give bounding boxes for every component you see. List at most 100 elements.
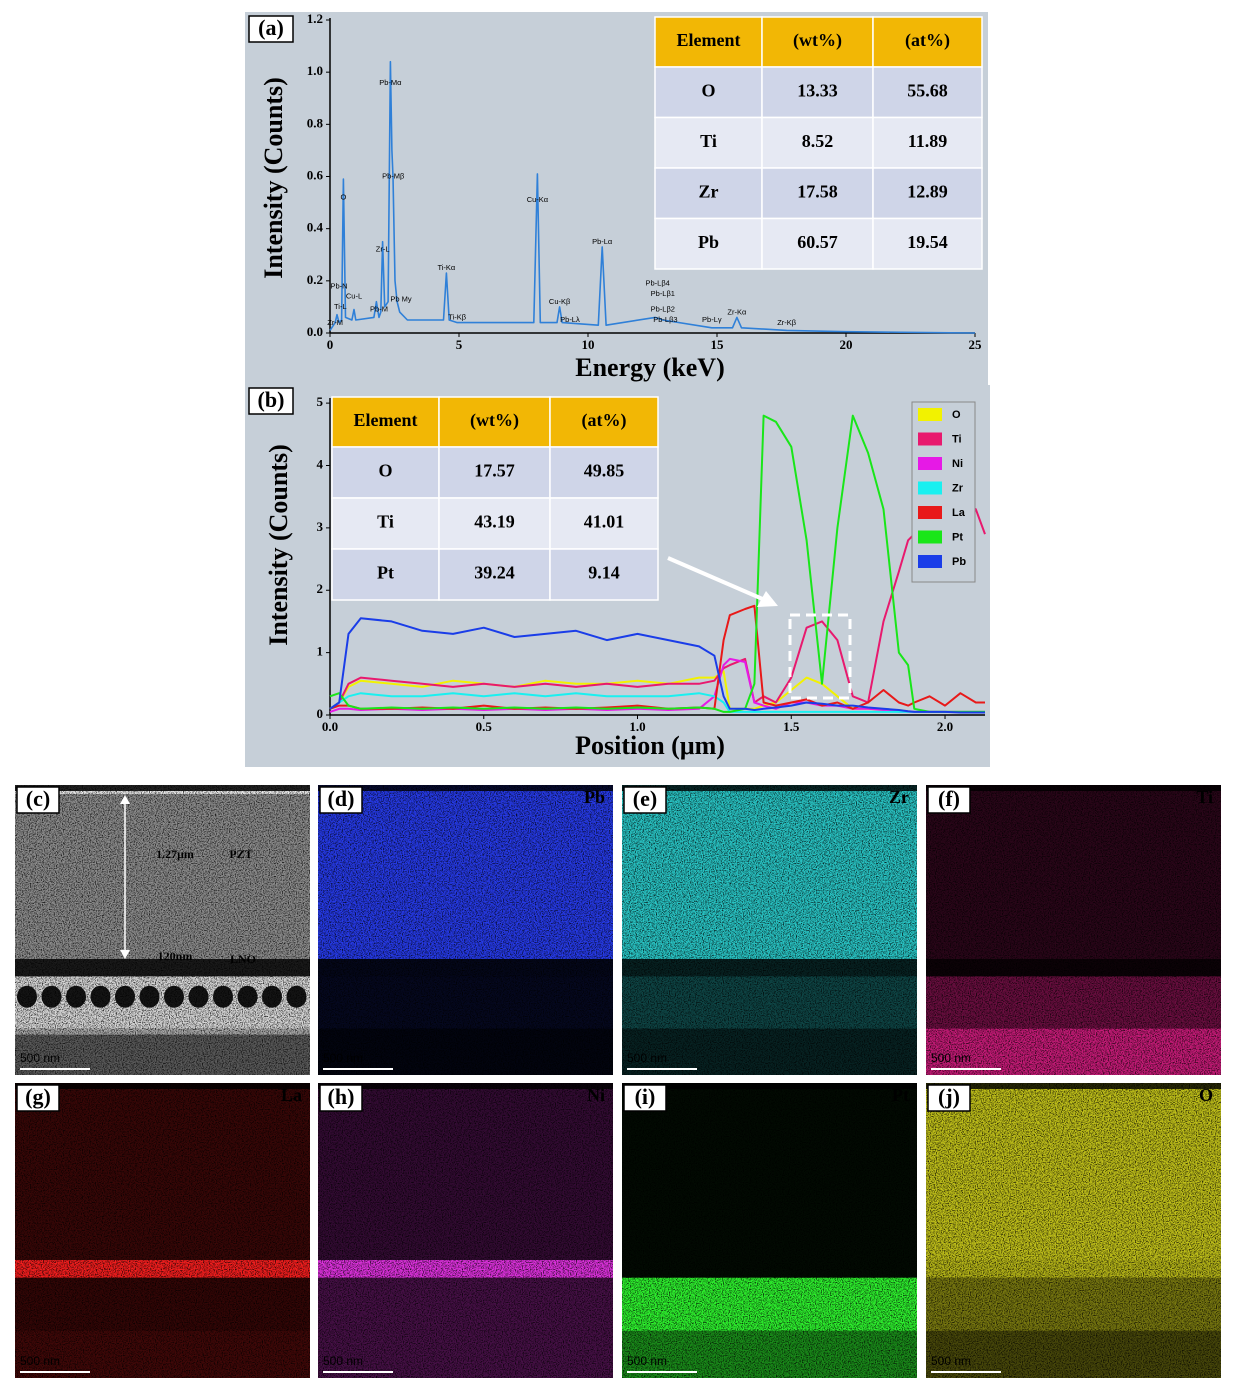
table-cell [761,66,874,119]
peak-label: Pb-Lβ3 [653,315,677,324]
speckle-overlay [926,1083,1221,1378]
peak-label: Pb-Lβ4 [645,279,669,288]
table-text: 12.89 [907,181,948,201]
table-cell [654,167,763,220]
x-tick-label: 0 [327,337,334,352]
peak-label: Ti-L [334,302,347,311]
scale-bar-label: 500 nm [627,1354,667,1368]
y-tick-label: 0.4 [307,220,324,235]
table-text: 55.68 [907,80,948,100]
table-text: 11.89 [908,131,948,151]
panel-label: (e) [633,786,657,811]
table-text: 43.19 [474,512,515,532]
element-label: O [1199,1085,1213,1105]
legend-label: Ti [952,433,962,445]
x-tick-label: 15 [711,337,725,352]
y-tick-label: 0 [317,706,324,721]
x-tick-label: 2.0 [937,719,953,734]
table-text: 17.57 [474,461,515,481]
table-text: 8.52 [802,131,834,151]
table-cell [438,497,551,550]
peak-label: Pb-Lα [592,237,613,246]
legend-swatch [918,506,942,519]
y-tick-label: 1 [317,644,324,659]
table-header-cell [549,396,659,448]
legend-label: La [952,507,966,519]
scale-bar-label: 500 nm [20,1354,60,1368]
legend-label: Pb [952,556,966,568]
x-tick-label: 10 [582,337,595,352]
peak-label: O [340,193,346,202]
table-cell [654,116,763,169]
panel-label-box [16,1084,60,1112]
panel-label: (g) [25,1084,51,1109]
legend-swatch [918,432,942,446]
y-tick-label: 1.2 [307,11,323,26]
legend-label: O [952,409,961,421]
speckle-overlay [622,785,917,1075]
panel-label-box [319,786,363,814]
speckle-overlay [318,1083,613,1378]
table-cell [331,548,440,601]
table-header-cell [438,396,551,448]
series-line [329,604,985,710]
panel-label: (c) [26,786,50,811]
panel-label: (f) [938,786,960,811]
table-text: Pt [377,563,394,583]
panel-label-box [927,1084,971,1112]
element-label: Pb [584,787,605,807]
scale-bar-label: 500 nm [323,1051,363,1065]
peak-label: Cu-Kα [527,195,549,204]
table-header-cell [872,16,983,68]
x-tick-label: 1.5 [783,719,800,734]
panel-label: (d) [328,786,355,811]
arrow-shaft [667,556,766,602]
sem-annotation: 1.27μm [156,847,194,861]
peak-label: Zr-L [376,245,390,254]
y-axis-title: Intensity (Counts) [259,77,288,279]
peak-label: Ti-Kβ [448,313,466,322]
peak-label: Cu-L [346,292,362,301]
legend-label: Ni [952,458,963,470]
scale-bar-label: 500 nm [20,1051,60,1065]
y-tick-label: 0.8 [307,115,324,130]
series-line [329,617,985,714]
scale-bar-label: 500 nm [931,1354,971,1368]
table-text: 49.85 [584,461,625,481]
speckle-overlay [15,785,310,1075]
table-text: O [701,80,715,100]
panel-label-box [319,1084,363,1112]
y-tick-label: 0.2 [307,272,323,287]
table-text: 17.58 [797,181,838,201]
table-header: (wt%) [470,410,519,431]
table-cell [331,446,440,499]
table-text: O [378,461,392,481]
table-cell [654,66,763,119]
peak-label: Zr-Kα [727,307,747,316]
peak-label: Pb-M [370,305,388,314]
element-label: Ni [587,1085,605,1105]
peak-label: Pb-Mα [379,78,402,87]
table-text: Zr [699,181,719,201]
table-text: 41.01 [584,512,625,532]
series-line [329,501,986,710]
y-tick-label: 2 [317,581,324,596]
scale-bar-label: 500 nm [627,1051,667,1065]
x-tick-label: 1.0 [629,719,645,734]
panel-label: (h) [328,1084,355,1109]
panel-label-box [623,1084,667,1112]
speckle-overlay [15,1083,310,1378]
peak-label: Pb-N [330,281,347,290]
peak-label: Pb-Lβ1 [651,289,675,298]
legend-label: Zr [952,482,964,494]
peak-label: Ti-Kα [437,263,455,272]
x-tick-label: 0.0 [322,719,338,734]
peak-label: Pb My [390,294,412,303]
panel-label: (b) [258,387,285,412]
y-tick-label: 1.0 [307,63,323,78]
spectrum-line [329,60,976,334]
speckle-overlay [926,785,1221,1075]
peak-label: Zr-M [327,318,343,327]
y-tick-label: 0.0 [307,324,323,339]
table-header: Element [677,30,741,50]
